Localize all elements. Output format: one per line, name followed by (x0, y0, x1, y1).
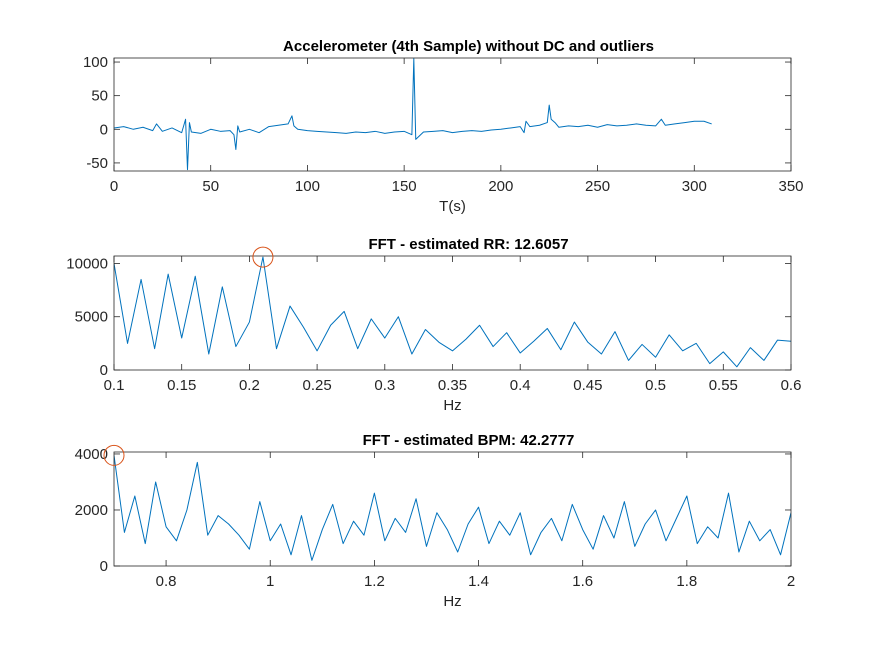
plot-content (114, 256, 791, 368)
plot-content (114, 58, 712, 171)
y-tick-label: 10000 (66, 255, 108, 272)
x-tick-label: 1.6 (572, 573, 593, 590)
data-line (114, 455, 791, 561)
x-tick-label: 0.35 (438, 377, 467, 394)
y-tick-label: -50 (86, 155, 108, 172)
x-tick-label: 0.2 (239, 377, 260, 394)
x-tick-label: 0.25 (302, 377, 331, 394)
plot-content (114, 455, 791, 561)
x-tick-label: 100 (295, 178, 320, 195)
x-tick-label: 1.4 (468, 573, 489, 590)
x-axis-label: Hz (443, 397, 461, 414)
x-tick-label: 0.4 (510, 377, 531, 394)
x-tick-label: 0.55 (709, 377, 738, 394)
plot-area (114, 452, 791, 566)
x-tick-label: 2 (787, 573, 795, 590)
y-tick-label: 0 (100, 121, 108, 138)
x-tick-label: 0.6 (781, 377, 802, 394)
data-line (114, 256, 791, 368)
axes-box (113, 57, 792, 172)
x-tick-label: 1 (266, 573, 274, 590)
y-tick-label: 0 (100, 362, 108, 379)
x-tick-label: 250 (585, 178, 610, 195)
x-tick-label: 1.2 (364, 573, 385, 590)
peak-marker (252, 246, 274, 268)
x-tick-label: 0.3 (374, 377, 395, 394)
x-tick-label: 0 (110, 178, 118, 195)
x-tick-label: 50 (202, 178, 219, 195)
x-tick-label: 1.8 (676, 573, 697, 590)
y-tick-label: 100 (83, 54, 108, 71)
x-tick-label: 0.15 (167, 377, 196, 394)
y-tick-label: 50 (91, 88, 108, 105)
chart-title: FFT - estimated BPM: 42.2777 (363, 432, 575, 449)
chart-title: Accelerometer (4th Sample) without DC an… (283, 38, 654, 55)
x-tick-label: 350 (778, 178, 803, 195)
y-tick-label: 2000 (75, 502, 108, 519)
x-tick-label: 0.45 (573, 377, 602, 394)
x-tick-label: 300 (682, 178, 707, 195)
axes-box (113, 451, 792, 567)
x-axis-label: Hz (443, 593, 461, 610)
data-line (114, 58, 712, 171)
x-tick-label: 150 (392, 178, 417, 195)
chart-title: FFT - estimated RR: 12.6057 (368, 236, 568, 253)
plot-area (114, 256, 791, 370)
y-tick-label: 4000 (75, 446, 108, 463)
plot-area (114, 58, 791, 171)
x-tick-label: 200 (488, 178, 513, 195)
peak-marker (103, 444, 125, 466)
x-axis-label: T(s) (439, 198, 466, 215)
y-tick-label: 0 (100, 558, 108, 575)
y-tick-label: 5000 (75, 309, 108, 326)
x-tick-label: 0.5 (645, 377, 666, 394)
x-tick-label: 0.8 (156, 573, 177, 590)
x-tick-label: 0.1 (104, 377, 125, 394)
